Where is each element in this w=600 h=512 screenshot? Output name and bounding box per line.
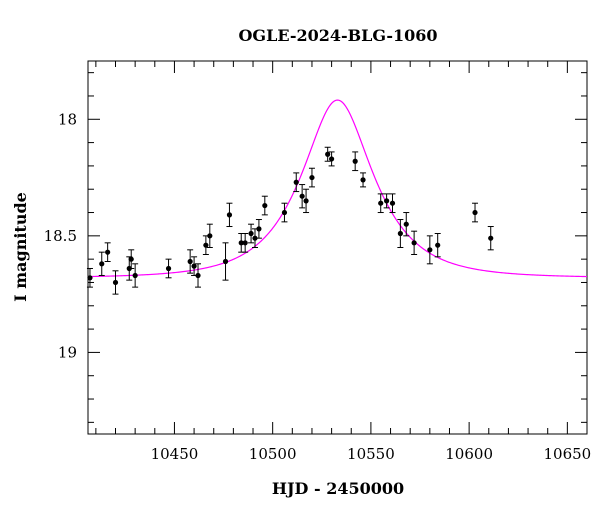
data-point [222,242,229,281]
data-point [293,172,300,193]
point-marker [378,200,384,206]
data-point [472,202,479,223]
data-point [132,263,139,288]
point-marker [222,258,229,265]
data-point [112,270,119,295]
point-marker [132,272,138,279]
data-point [434,233,441,258]
point-marker [87,275,93,281]
x-tick-label: 10500 [249,445,297,463]
data-point [226,202,233,228]
point-marker [325,151,331,157]
point-marker [112,279,119,286]
data-point [98,251,105,276]
data-point [242,233,249,253]
x-tick-label: 10450 [151,445,199,463]
point-marker [427,247,433,253]
point-marker [488,235,494,241]
data-point [86,267,93,288]
y-tick-labels: 18 18.5 19 [44,110,77,361]
data-point [352,151,359,172]
point-marker [384,198,390,204]
point-marker [411,240,417,246]
data-point [281,202,288,223]
data-point [248,223,255,244]
point-marker [99,261,105,267]
point-marker [397,230,403,237]
data-point [377,193,384,214]
data-point [195,263,202,288]
chart-title: OGLE-2024-BLG-1060 [238,26,437,45]
point-marker [435,242,441,248]
x-axis-label: HJD - 2450000 [272,479,404,498]
point-marker [403,221,409,227]
data-point [128,249,135,269]
data-point [403,212,410,237]
point-marker [128,256,134,262]
point-marker [195,272,201,279]
x-tick-label: 10650 [543,445,591,463]
point-marker [472,209,478,216]
major-ticks [88,61,587,434]
y-tick-label: 19 [58,343,77,361]
plot-frame [87,60,588,435]
point-marker [238,240,244,246]
data-point [299,184,306,209]
point-marker [252,235,258,241]
data-point [261,195,268,216]
data-point [360,172,367,188]
point-marker [242,240,248,246]
point-marker [248,230,254,237]
data-points [86,146,494,295]
data-point [206,223,213,248]
point-marker [299,193,305,199]
point-marker [303,198,309,204]
data-point [411,230,418,255]
point-marker [389,200,396,206]
data-point [202,235,209,255]
point-marker [203,242,209,248]
data-point [308,167,315,188]
point-marker [293,179,299,185]
y-tick-label: 18.5 [44,227,77,245]
y-axis-label: I magnitude [11,192,30,302]
data-point [397,219,404,248]
data-point [426,235,433,265]
point-marker [352,158,358,164]
point-marker [165,265,172,272]
data-point [165,258,172,279]
point-marker [281,209,288,216]
point-marker [105,249,111,255]
data-point [303,188,310,214]
x-tick-label: 10550 [347,445,395,463]
minor-ticks [88,61,588,434]
point-marker [226,212,233,218]
model-curve [87,99,588,278]
point-marker [309,174,315,181]
point-marker [329,156,335,162]
data-point [255,219,262,239]
data-point [383,193,390,209]
x-tick-labels: 10450 10500 10550 10600 10650 [151,445,592,463]
data-point [324,146,331,162]
data-point [104,242,111,262]
point-marker [187,258,193,265]
data-point [187,249,194,274]
point-marker [256,226,262,232]
data-point [389,193,396,214]
point-marker [207,233,213,239]
data-point [487,226,494,251]
y-tick-label: 18 [58,110,77,128]
point-marker [262,202,268,209]
x-tick-label: 10600 [445,445,493,463]
point-marker [360,177,366,183]
data-point [328,151,335,167]
point-marker [191,263,197,269]
